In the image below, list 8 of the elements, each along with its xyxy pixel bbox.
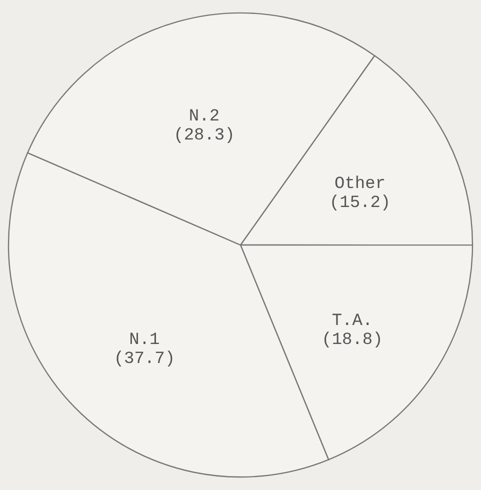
data-label: (37.7) [114,350,176,370]
data-label: (15.2) [329,194,391,214]
slice-label: T.A. [332,312,373,331]
data-label: (28.3) [174,126,235,146]
slice-label: Other [334,175,386,194]
data-label: (18.8) [322,330,383,350]
slice-label: N.2 [188,107,220,126]
slice-label: N.1 [129,331,160,350]
